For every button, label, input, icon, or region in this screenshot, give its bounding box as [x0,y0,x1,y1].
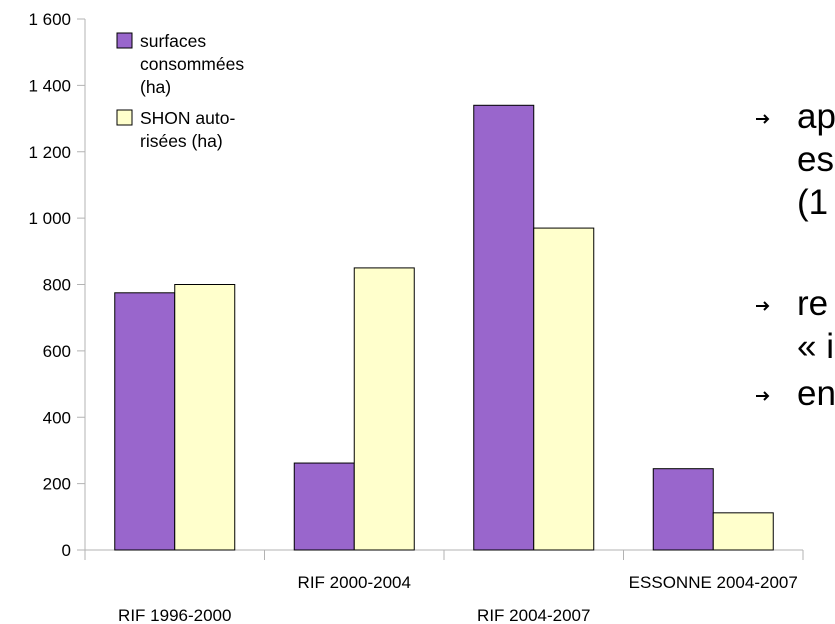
legend-label: surfaces consommées (ha) [140,31,245,97]
x-tick-label: RIF 2000-2004 [298,573,411,592]
bar [174,284,236,551]
x-tick-label: ESSONNE 2004-2007 [629,573,798,592]
bullet-arrow [756,391,770,401]
y-tick-label: 1 000 [28,209,71,228]
y-tick-label: 400 [43,408,71,427]
annotation-line: « i [797,327,834,366]
annotation-line: ap [797,97,835,136]
y-tick-label: 1 400 [28,76,71,95]
y-tick-label: 200 [43,475,71,494]
bar [353,267,415,551]
legend-swatch [116,109,133,126]
bar [473,104,535,551]
bar [652,468,714,551]
bullet-arrow [756,114,770,124]
y-tick-label: 1 200 [28,143,71,162]
x-tick-label: RIF 1996-2000 [118,606,231,624]
bar [114,292,176,551]
bar [712,512,774,551]
bullet-arrow [756,301,770,311]
legend-label: SHON auto-risées (ha) [140,108,236,151]
annotation-line: (1 [797,183,829,222]
annotation-line: en [797,374,835,413]
y-tick-label: 800 [43,276,71,295]
y-tick-label: 0 [62,541,71,560]
bar [533,227,595,551]
y-tick-label: 1 600 [28,10,71,29]
bar [293,462,355,551]
y-tick-label: 600 [43,342,71,361]
x-tick-label: RIF 2004-2007 [477,606,590,624]
annotation-line: es [797,140,834,179]
annotation-line: re [797,284,829,323]
legend-swatch [116,32,133,49]
